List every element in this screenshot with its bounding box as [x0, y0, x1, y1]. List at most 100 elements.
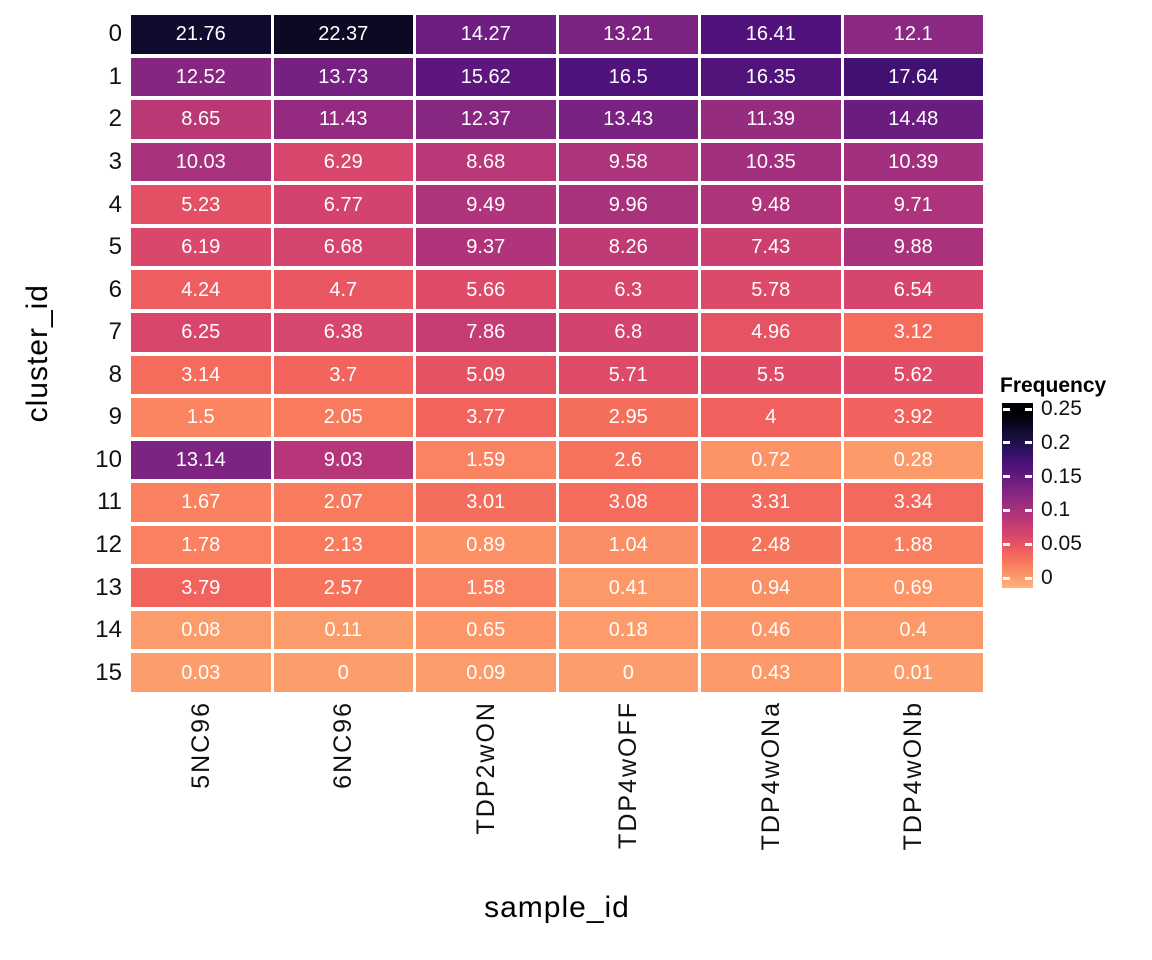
legend-colorbar: [1002, 403, 1033, 588]
heatmap-cell: 4.7: [273, 270, 413, 309]
heatmap-cell: 2.05: [273, 398, 413, 437]
y-tick-label: 7: [108, 318, 122, 346]
heatmap-cell: 5.5: [701, 355, 841, 395]
heatmap-cell: 1.88: [843, 525, 983, 565]
heatmap-cell: 9.88: [843, 227, 983, 267]
y-tick-label: 14: [95, 616, 122, 644]
heatmap-cell: 0.18: [558, 610, 698, 650]
heatmap-cell: 0: [558, 653, 698, 692]
y-axis-title: cluster_id: [21, 284, 54, 423]
y-tick-label: 5: [108, 233, 122, 261]
heatmap-cell: 16.35: [701, 57, 841, 97]
heatmap-cell: 6.8: [558, 312, 698, 352]
heatmap-cell: 5.23: [131, 185, 271, 224]
heatmap-cell: 2.13: [273, 525, 413, 565]
heatmap-cell: 1.67: [131, 483, 271, 522]
legend-tick-mark: [1003, 576, 1010, 580]
x-tick-label: TDP2wON: [471, 701, 500, 835]
heatmap-cell: 17.64: [843, 57, 983, 97]
legend-tick-mark: [1003, 508, 1010, 512]
heatmap-cell: 7.86: [416, 312, 556, 352]
heatmap-cell: 7.43: [701, 227, 841, 267]
heatmap-cell: 0.09: [416, 653, 556, 692]
heatmap-cell: 0.11: [273, 610, 413, 650]
x-tick-label: 6NC96: [329, 701, 358, 789]
heatmap-cell: 4: [701, 398, 841, 437]
heatmap-cell: 6.68: [273, 227, 413, 267]
x-tick-label: 5NC96: [186, 701, 215, 789]
heatmap-cell: 13.73: [273, 57, 413, 97]
heatmap-cell: 2.07: [273, 483, 413, 522]
legend-tick-label: 0.15: [1041, 464, 1082, 488]
x-tick-label: TDP4wOFF: [614, 701, 643, 849]
heatmap-cell: 9.71: [843, 185, 983, 224]
heatmap-cell: 0.03: [131, 653, 271, 692]
y-tick-label: 1: [108, 62, 122, 90]
x-axis-title: sample_id: [484, 891, 630, 924]
heatmap-cell: 1.5: [131, 398, 271, 437]
legend-tick-mark: [1003, 542, 1010, 546]
y-tick-label: 13: [95, 573, 122, 601]
legend-tick-mark: [1025, 508, 1032, 512]
y-tick-label: 3: [108, 147, 122, 175]
heatmap-cell: 13.14: [131, 440, 271, 480]
heatmap-cell: 0.94: [701, 568, 841, 607]
legend-tick-mark: [1003, 475, 1010, 479]
heatmap-cell: 3.01: [416, 483, 556, 522]
heatmap-cell: 3.34: [843, 483, 983, 522]
heatmap-cell: 6.77: [273, 185, 413, 224]
heatmap-cell: 8.68: [416, 142, 556, 182]
y-tick-label: 4: [108, 190, 122, 218]
heatmap-cell: 12.37: [416, 100, 556, 139]
heatmap-cell: 3.31: [701, 483, 841, 522]
heatmap-cell: 2.48: [701, 525, 841, 565]
heatmap-cell: 0.08: [131, 610, 271, 650]
heatmap-cell: 1.59: [416, 440, 556, 480]
heatmap-cell: 5.78: [701, 270, 841, 309]
heatmap-cell: 5.09: [416, 355, 556, 395]
heatmap-cell: 0.43: [701, 653, 841, 692]
heatmap-cell: 2.6: [558, 440, 698, 480]
heatmap-panel: 21.76 22.37 14.27 13.21 16.41 12.1 12.52 13.73 1…: [131, 15, 983, 692]
y-tick-label: 12: [95, 531, 122, 559]
heatmap-cell: 13.21: [558, 15, 698, 54]
legend-tick-mark: [1025, 475, 1032, 479]
heatmap-cell: 10.03: [131, 142, 271, 182]
y-tick-label: 10: [95, 445, 122, 473]
heatmap-cell: 10.39: [843, 142, 983, 182]
heatmap-cell: 0: [273, 653, 413, 692]
y-tick-label: 2: [108, 105, 122, 133]
heatmap-cell: 4.96: [701, 312, 841, 352]
heatmap-cell: 8.26: [558, 227, 698, 267]
heatmap-cell: 10.35: [701, 142, 841, 182]
heatmap-cell: 14.48: [843, 100, 983, 139]
heatmap-cell: 3.12: [843, 312, 983, 352]
heatmap-cell: 6.29: [273, 142, 413, 182]
heatmap-cell: 5.62: [843, 355, 983, 395]
legend-tick-mark: [1025, 542, 1032, 546]
legend-tick-label: 0: [1041, 566, 1053, 589]
heatmap-cell: 12.1: [843, 15, 983, 54]
heatmap-cell: 3.14: [131, 355, 271, 395]
heatmap-cell: 2.57: [273, 568, 413, 607]
heatmap-cell: 0.46: [701, 610, 841, 650]
heatmap-cell: 5.71: [558, 355, 698, 395]
y-tick-label: 8: [108, 360, 122, 388]
heatmap-cell: 2.95: [558, 398, 698, 437]
heatmap-cell: 9.37: [416, 227, 556, 267]
x-tick-label: TDP4wONa: [756, 701, 785, 851]
legend-tick-mark: [1025, 441, 1032, 445]
y-tick-label: 6: [108, 275, 122, 303]
heatmap-cell: 0.28: [843, 440, 983, 480]
heatmap-cell: 16.5: [558, 57, 698, 97]
y-tick-label: 9: [108, 403, 122, 431]
legend-tick-label: 0.1: [1041, 498, 1071, 522]
legend-tick-label: 0.2: [1041, 430, 1071, 454]
heatmap-cell: 0.41: [558, 568, 698, 607]
heatmap-cell: 3.79: [131, 568, 271, 607]
heatmap-cell: 14.27: [416, 15, 556, 54]
legend-tick-mark: [1025, 576, 1032, 580]
heatmap-cell: 3.92: [843, 398, 983, 437]
heatmap-cell: 0.72: [701, 440, 841, 480]
heatmap-cell: 8.65: [131, 100, 271, 139]
